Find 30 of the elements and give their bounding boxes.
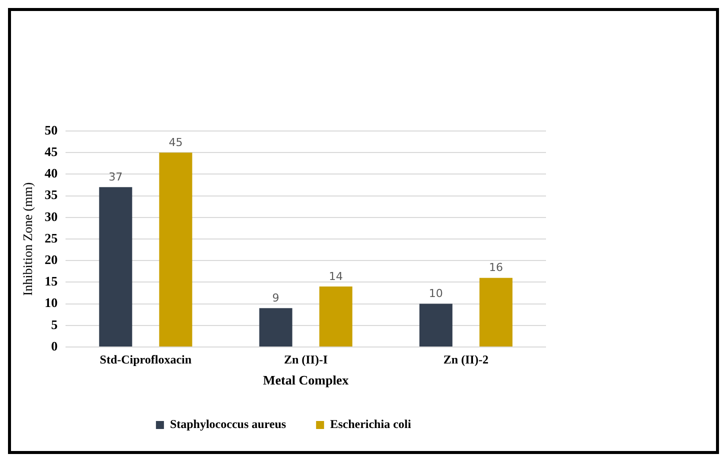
data-label: 37	[108, 170, 123, 184]
data-label: 16	[488, 261, 503, 274]
y-tick-label: 25	[44, 230, 58, 246]
data-label: 10	[428, 287, 443, 300]
x-tick-label: Zn (II)-I	[284, 352, 328, 366]
x-tick-label: Std-Ciprofloxacin	[100, 352, 192, 366]
y-tick-label: 5	[51, 316, 58, 332]
y-tick-label: 30	[44, 208, 58, 224]
data-label: 14	[328, 270, 343, 283]
y-tick-label: 50	[44, 122, 58, 138]
y-tick-label: 15	[44, 274, 58, 289]
bar	[259, 308, 292, 346]
bar	[479, 278, 512, 346]
legend-label: Escherichia coli	[330, 417, 412, 432]
y-tick-label: 40	[44, 166, 58, 181]
y-tick-label: 35	[44, 187, 58, 202]
data-label: 9	[272, 291, 280, 304]
bar	[319, 286, 352, 346]
data-label: 45	[168, 136, 183, 149]
x-axis-title: Metal Complex	[263, 372, 350, 388]
y-tick-label: 20	[44, 252, 58, 267]
bar	[99, 187, 132, 346]
y-tick-label: 45	[44, 144, 58, 159]
y-axis-title: Inhibition Zone (mm)	[20, 182, 36, 296]
y-tick-label: 10	[44, 295, 58, 310]
y-tick-label: 0	[51, 338, 58, 354]
bar	[159, 152, 192, 346]
legend-label: Staphylococcus aureus	[170, 417, 286, 432]
bar	[419, 304, 452, 346]
x-tick-label: Zn (II)-2	[443, 352, 488, 366]
